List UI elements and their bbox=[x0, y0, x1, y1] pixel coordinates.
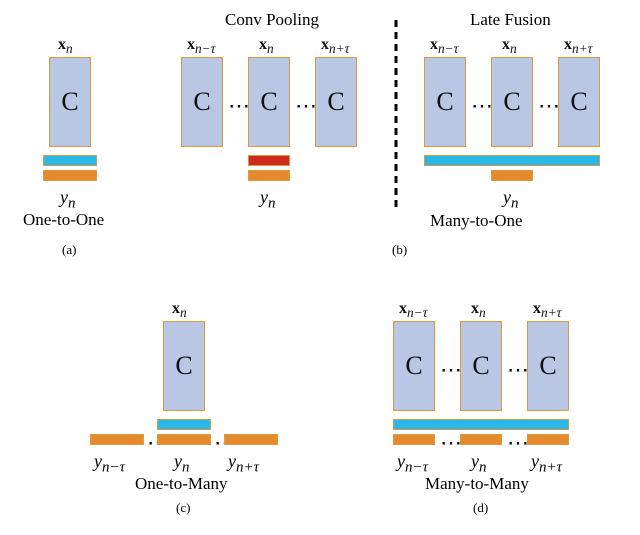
panel-d-orange-0 bbox=[393, 434, 435, 445]
conv-block-2: C bbox=[315, 57, 357, 147]
late-fusion-title: Late Fusion bbox=[470, 10, 551, 30]
late-yn: yn bbox=[503, 187, 519, 213]
panel-d-cyan-bar bbox=[393, 419, 569, 430]
panel-d-y-n: yn bbox=[471, 451, 487, 477]
panel-d-y-nm: yn−τ bbox=[397, 451, 428, 477]
late-x-n: xn bbox=[502, 36, 517, 57]
panel-c-block: C bbox=[163, 321, 205, 411]
panel-d-block-2: C bbox=[527, 321, 569, 411]
conv-dots-1: ⋯ bbox=[295, 93, 317, 119]
panel-d-orange-2 bbox=[527, 434, 569, 445]
panel-c-xn: xn bbox=[172, 300, 187, 321]
panel-c-cyan-bar bbox=[157, 419, 211, 430]
panel-b-divider bbox=[394, 20, 398, 210]
panel-c-orange-1 bbox=[157, 434, 211, 445]
conv-x-nm: xn−τ bbox=[187, 36, 215, 57]
conv-yn: yn bbox=[260, 187, 276, 213]
panel-d-y-np: yn+τ bbox=[531, 451, 562, 477]
panel-c-y-nm: yn−τ bbox=[94, 451, 125, 477]
panel-d-block-1: C bbox=[460, 321, 502, 411]
panel-a-xn: xn bbox=[58, 36, 73, 57]
late-block-2: C bbox=[558, 57, 600, 147]
panel-d-block-0: C bbox=[393, 321, 435, 411]
panel-d-x-np: xn+τ bbox=[533, 300, 561, 321]
late-dots-0: ⋯ bbox=[471, 93, 493, 119]
panel-c-orange-0 bbox=[90, 434, 144, 445]
panel-d-bdots-1: ⋯ bbox=[507, 357, 529, 383]
panel-c-orange-2 bbox=[224, 434, 278, 445]
panel-d-bdots-0: ⋯ bbox=[440, 357, 462, 383]
panel-d-sublabel: (d) bbox=[473, 500, 488, 516]
panel-a-yn: yn bbox=[60, 187, 76, 213]
conv-red-bar bbox=[248, 155, 290, 166]
conv-dots-0: ⋯ bbox=[228, 93, 250, 119]
panel-d-odots-1: ⋯ bbox=[507, 430, 529, 456]
conv-x-np: xn+τ bbox=[321, 36, 349, 57]
panel-d-x-nm: xn−τ bbox=[399, 300, 427, 321]
late-cyan-bar bbox=[424, 155, 600, 166]
panel-c-title: One-to-Many bbox=[135, 474, 228, 494]
late-x-np: xn+τ bbox=[564, 36, 592, 57]
late-block-1: C bbox=[491, 57, 533, 147]
conv-x-n: xn bbox=[259, 36, 274, 57]
conv-block-0: C bbox=[181, 57, 223, 147]
panel-c-y-n: yn bbox=[174, 451, 190, 477]
panel-b-sublabel: (b) bbox=[392, 242, 407, 258]
panel-c-sublabel: (c) bbox=[176, 500, 190, 516]
conv-pool-title: Conv Pooling bbox=[225, 10, 319, 30]
panel-d-title: Many-to-Many bbox=[425, 474, 529, 494]
panel-c-y-np: yn+τ bbox=[228, 451, 259, 477]
conv-orange-bar bbox=[248, 170, 290, 181]
late-dots-1: ⋯ bbox=[538, 93, 560, 119]
panel-a-title: One-to-One bbox=[23, 210, 104, 230]
panel-a-orange-bar bbox=[43, 170, 97, 181]
panel-d-odots-0: ⋯ bbox=[440, 430, 462, 456]
many-to-one-title: Many-to-One bbox=[430, 211, 523, 231]
conv-block-1: C bbox=[248, 57, 290, 147]
late-x-nm: xn−τ bbox=[430, 36, 458, 57]
panel-a-cyan-bar bbox=[43, 155, 97, 166]
panel-d-x-n: xn bbox=[471, 300, 486, 321]
late-orange-bar bbox=[491, 170, 533, 181]
panel-a-block: C bbox=[49, 57, 91, 147]
panel-a-sublabel: (a) bbox=[62, 242, 76, 258]
diagram-stage: xn C yn One-to-One (a) Conv Pooling Late… bbox=[0, 0, 640, 535]
panel-d-orange-1 bbox=[460, 434, 502, 445]
late-block-0: C bbox=[424, 57, 466, 147]
